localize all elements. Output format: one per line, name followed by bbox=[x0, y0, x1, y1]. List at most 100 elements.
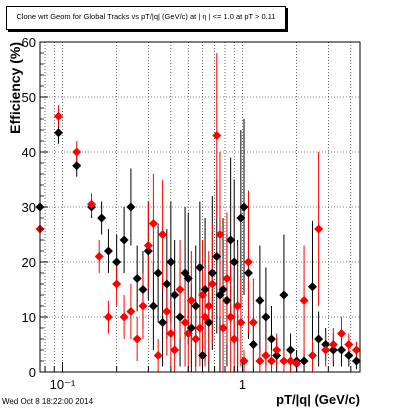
data-point-series-2 bbox=[166, 329, 176, 338]
y-tick-label: 20 bbox=[22, 255, 36, 270]
data-point-series-1 bbox=[119, 235, 129, 245]
data-point-series-2 bbox=[266, 356, 276, 366]
data-point-series-2 bbox=[94, 252, 104, 261]
data-point-series-1 bbox=[239, 202, 249, 212]
data-point-series-2 bbox=[336, 329, 346, 338]
data-point-series-2 bbox=[53, 111, 63, 121]
data-point-series-1 bbox=[72, 161, 82, 171]
data-point-series-2 bbox=[204, 301, 214, 311]
y-tick-label: 40 bbox=[22, 145, 36, 160]
y-tick-label: 30 bbox=[22, 200, 36, 215]
data-point-series-2 bbox=[119, 312, 129, 322]
data-point-series-1 bbox=[183, 274, 193, 283]
data-point-series-1 bbox=[229, 257, 239, 267]
y-tick-label: 10 bbox=[22, 310, 36, 325]
data-point-series-1 bbox=[321, 340, 331, 349]
data-point-series-1 bbox=[207, 268, 217, 278]
data-point-series-2 bbox=[279, 356, 289, 366]
data-point-series-1 bbox=[279, 290, 289, 300]
data-point-series-1 bbox=[255, 296, 265, 305]
data-point-series-2 bbox=[215, 230, 225, 239]
y-tick-label: 0 bbox=[29, 365, 36, 380]
data-point-series-1 bbox=[243, 268, 253, 278]
data-point-series-2 bbox=[299, 296, 309, 305]
data-point-series-2 bbox=[112, 279, 122, 289]
x-axis-label: pT/|q| (GeV/c) bbox=[276, 392, 360, 407]
chart-title-box: Clone wrt Geom for Global Tracks vs pT/|… bbox=[6, 6, 286, 30]
data-point-series-2 bbox=[328, 340, 338, 349]
data-point-series-2 bbox=[186, 296, 196, 305]
data-point-series-1 bbox=[170, 290, 180, 300]
data-point-series-2 bbox=[198, 290, 208, 300]
data-point-series-2 bbox=[180, 318, 190, 327]
data-point-series-2 bbox=[103, 312, 113, 322]
data-point-series-1 bbox=[336, 345, 346, 355]
data-point-series-2 bbox=[170, 345, 180, 355]
data-point-series-2 bbox=[162, 307, 172, 316]
data-point-series-2 bbox=[233, 301, 243, 311]
data-point-series-2 bbox=[239, 356, 249, 366]
data-point-series-2 bbox=[314, 224, 324, 234]
data-point-series-1 bbox=[314, 334, 324, 344]
data-point-series-2 bbox=[138, 301, 148, 311]
data-point-series-2 bbox=[236, 318, 246, 327]
data-point-series-2 bbox=[143, 241, 153, 250]
data-point-series-2 bbox=[132, 334, 142, 344]
y-tick-label: 50 bbox=[22, 90, 36, 105]
data-point-series-1 bbox=[166, 257, 176, 267]
data-point-series-2 bbox=[229, 334, 239, 344]
data-point-series-2 bbox=[183, 329, 193, 338]
data-point-series-1 bbox=[212, 252, 222, 261]
data-point-series-2 bbox=[307, 351, 317, 360]
data-point-series-1 bbox=[143, 246, 153, 256]
data-point-series-2 bbox=[248, 318, 258, 327]
data-point-series-1 bbox=[218, 285, 228, 294]
data-point-series-2 bbox=[243, 257, 253, 267]
data-point-series-2 bbox=[222, 274, 232, 283]
timestamp-footer: Wed Oct 8 18:22:00 2014 bbox=[2, 397, 94, 406]
data-point-series-2 bbox=[195, 323, 205, 333]
data-point-series-2 bbox=[158, 230, 168, 239]
y-axis-label: Efficiency (%) bbox=[7, 42, 23, 134]
data-point-series-1 bbox=[132, 274, 142, 283]
data-point-series-2 bbox=[351, 345, 361, 355]
data-point-series-1 bbox=[158, 318, 168, 327]
data-point-series-1 bbox=[286, 345, 296, 355]
data-point-series-1 bbox=[162, 279, 172, 289]
data-point-series-2 bbox=[148, 219, 158, 228]
data-point-series-1 bbox=[148, 301, 158, 311]
data-point-series-1 bbox=[226, 235, 236, 245]
data-point-series-2 bbox=[226, 312, 236, 322]
y-tick-label: 60 bbox=[22, 35, 36, 50]
data-point-series-1 bbox=[307, 282, 317, 292]
data-point-series-1 bbox=[204, 318, 214, 327]
data-point-series-1 bbox=[195, 263, 205, 272]
data-point-series-2 bbox=[255, 356, 265, 366]
data-point-series-2 bbox=[126, 307, 136, 316]
data-point-series-1 bbox=[53, 128, 63, 138]
data-point-series-1 bbox=[222, 296, 232, 305]
data-point-series-1 bbox=[153, 268, 163, 278]
data-point-series-1 bbox=[191, 301, 201, 311]
data-point-series-1 bbox=[103, 246, 113, 256]
data-point-series-2 bbox=[261, 351, 271, 360]
data-point-series-1 bbox=[351, 356, 361, 366]
data-point-series-1 bbox=[266, 334, 276, 344]
data-point-series-2 bbox=[87, 199, 97, 209]
data-point-series-2 bbox=[212, 131, 222, 140]
data-point-series-1 bbox=[198, 351, 208, 360]
data-point-series-2 bbox=[292, 359, 302, 369]
data-point-series-1 bbox=[112, 257, 122, 267]
data-point-series-1 bbox=[236, 213, 246, 223]
data-point-series-1 bbox=[328, 345, 338, 355]
data-point-series-2 bbox=[218, 323, 228, 333]
data-point-series-2 bbox=[72, 147, 82, 157]
data-point-series-2 bbox=[191, 334, 201, 344]
data-point-series-1 bbox=[272, 351, 282, 360]
data-point-series-1 bbox=[261, 312, 271, 322]
data-point-series-2 bbox=[153, 351, 163, 360]
data-point-series-2 bbox=[272, 345, 282, 355]
data-point-series-2 bbox=[344, 340, 354, 349]
axis-ticks: 0 10 20 30 40 50 60 10⁻¹ 1 bbox=[22, 35, 352, 392]
